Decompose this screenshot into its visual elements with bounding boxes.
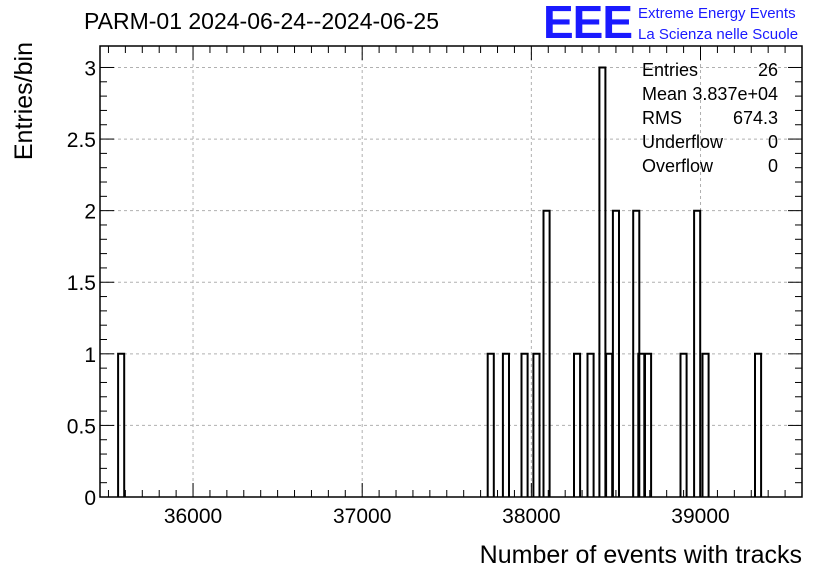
stats-value-mean: 3.837e+04 xyxy=(692,84,778,104)
logo-line-2: La Scienza nelle Scuole xyxy=(638,26,799,43)
y-tick-label: 3 xyxy=(84,57,96,80)
stats-label-entries: Entries xyxy=(642,60,698,80)
stats-value-underflow: 0 xyxy=(768,132,778,152)
eee-logo-mark: EEE xyxy=(543,0,633,48)
chart-title: PARM-01 2024-06-24--2024-06-25 xyxy=(84,8,439,34)
eee-logo: EEE Extreme Energy Events La Scienza nel… xyxy=(543,0,833,48)
stats-label-underflow: Underflow xyxy=(642,132,724,152)
y-axis-label: Entries/bin xyxy=(10,42,38,160)
stats-value-entries: 26 xyxy=(758,60,778,80)
x-tick-label: 38000 xyxy=(502,505,560,528)
y-tick-label: 2 xyxy=(84,201,96,224)
y-tick-label: 1 xyxy=(84,344,96,367)
x-tick-label: 36000 xyxy=(164,505,222,528)
y-tick-label: 2.5 xyxy=(67,129,96,152)
plot-frame xyxy=(99,45,803,498)
stats-label-overflow: Overflow xyxy=(642,156,714,176)
x-tick-label: 39000 xyxy=(671,505,729,528)
stats-value-overflow: 0 xyxy=(768,156,778,176)
x-tick-label: 37000 xyxy=(333,505,391,528)
stats-label-rms: RMS xyxy=(642,108,682,128)
logo-line-1: Extreme Energy Events xyxy=(638,5,796,22)
y-tick-label: 0 xyxy=(84,487,96,510)
histogram-outline xyxy=(117,66,763,497)
stats-value-rms: 674.3 xyxy=(733,108,778,128)
y-tick-label: 1.5 xyxy=(67,272,96,295)
x-axis-label: Number of events with tracks xyxy=(480,541,802,569)
y-tick-label: 0.5 xyxy=(67,415,96,438)
stats-label-mean: Mean xyxy=(642,84,687,104)
